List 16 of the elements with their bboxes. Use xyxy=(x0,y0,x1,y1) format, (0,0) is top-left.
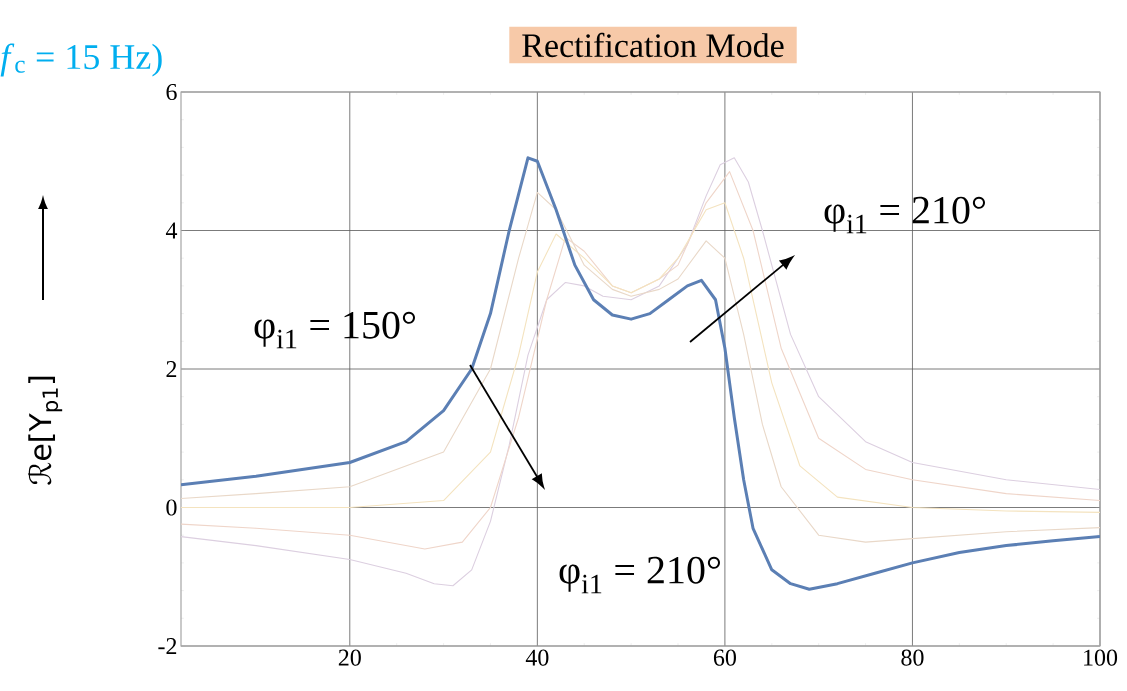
chart-title: Rectification Mode xyxy=(522,32,784,58)
x-tick-label: 100 xyxy=(1084,649,1118,666)
y-tick-label: 4 xyxy=(165,222,178,239)
y-tick-label: 6 xyxy=(166,83,177,101)
annotation: φ$_{i1}$ = 150° xyxy=(254,311,416,349)
x-tick-label: 60 xyxy=(713,649,736,666)
y-axis-title: ℛe[Y$_{p1}$] xyxy=(27,376,63,485)
annotation: φ$_{i1}$ = 210° xyxy=(559,556,721,594)
x-tick-label: 20 xyxy=(338,649,361,666)
annotation: φ$_{i1}$ = 210° xyxy=(824,196,986,234)
x-tick-label: 40 xyxy=(525,649,549,666)
text: f$_{c}$ = 15 Hz) xyxy=(0,43,162,77)
y-tick-label: -2 xyxy=(158,638,177,654)
y-tick-label: 0 xyxy=(166,499,177,516)
y-tick-label: 2 xyxy=(166,361,177,377)
x-tick-label: 80 xyxy=(901,649,924,666)
